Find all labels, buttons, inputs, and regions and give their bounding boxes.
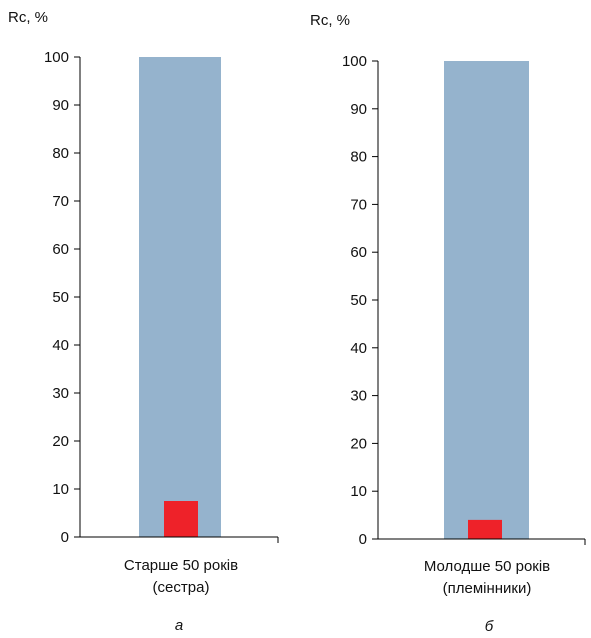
- y-tick-label: 90: [52, 97, 69, 114]
- y-tick-label: 0: [359, 531, 367, 548]
- bars: [444, 61, 529, 539]
- y-tick-label: 0: [61, 529, 69, 546]
- y-tick-label: 80: [52, 145, 69, 162]
- y-tick-label: 40: [350, 340, 367, 357]
- y-tick-label: 20: [350, 435, 367, 452]
- y-tick-label: 100: [342, 53, 367, 70]
- y-tick-label: 40: [52, 337, 69, 354]
- y-tick-label: 60: [350, 244, 367, 261]
- y-tick-label: 80: [350, 149, 367, 166]
- y-tick-label: 10: [52, 481, 69, 498]
- bar-total: [139, 57, 221, 537]
- panel-label: а: [175, 617, 183, 634]
- bars: [139, 57, 221, 537]
- chart-panel-b: Rc, % 0 10 20 30 40 50 60 70 80 90 100 Молодше 50 …: [310, 12, 586, 635]
- category-label-line1: Молодше 50 років: [424, 558, 550, 575]
- bar-total: [444, 61, 529, 539]
- y-tick-label: 70: [350, 196, 367, 213]
- category-label-line1: Старше 50 років: [124, 557, 238, 574]
- category-label-line2: (сестра): [153, 579, 210, 596]
- y-tick-label: 10: [350, 483, 367, 500]
- y-tick-label: 50: [350, 292, 367, 309]
- bar-value: [164, 501, 198, 537]
- y-tick-label: 30: [350, 388, 367, 405]
- chart-panel-a: Rc, % 0 10 20 30 40 50 60 70 80 90 100 Старше 50 р…: [8, 9, 279, 634]
- y-tick-label: 90: [350, 101, 367, 118]
- panel-label: б: [485, 618, 494, 635]
- y-tick-label: 50: [52, 289, 69, 306]
- category-label-line2: (племінники): [443, 580, 532, 597]
- y-tick-label: 70: [52, 193, 69, 210]
- y-tick-label: 30: [52, 385, 69, 402]
- y-tick-label: 60: [52, 241, 69, 258]
- y-ticks: 0 10 20 30 40 50 60 70 80 90 100: [44, 49, 80, 546]
- y-tick-label: 20: [52, 433, 69, 450]
- y-ticks: 0 10 20 30 40 50 60 70 80 90 100: [342, 53, 378, 548]
- y-axis-label: Rc, %: [310, 12, 350, 29]
- y-axis-label: Rc, %: [8, 9, 48, 26]
- bar-value: [468, 519, 502, 539]
- y-tick-label: 100: [44, 49, 69, 66]
